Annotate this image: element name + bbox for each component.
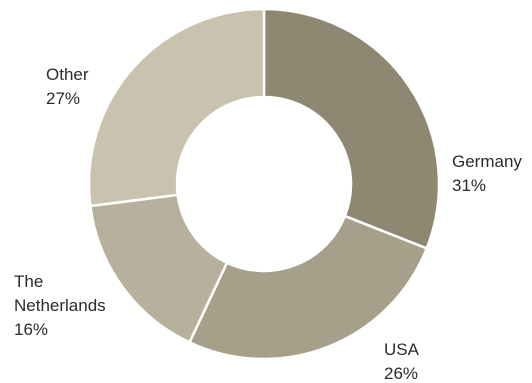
slice-name: Germany bbox=[452, 152, 522, 171]
slice-label-other: Other 27% bbox=[46, 65, 89, 108]
slice-label-germany: Germany 31% bbox=[452, 152, 522, 195]
slice-germany bbox=[262, 7, 441, 251]
chart-labels: Germany 31% USA 26% The Netherlands 16% Other 27… bbox=[14, 65, 522, 383]
slice-usa bbox=[187, 214, 429, 361]
slice-name: Other bbox=[46, 65, 89, 84]
slice-percent: 31% bbox=[452, 176, 486, 195]
chart-slices bbox=[87, 7, 441, 361]
slice-percent: 27% bbox=[46, 89, 80, 108]
slice-percent: 26% bbox=[384, 364, 418, 383]
slice-label-usa: USA 26% bbox=[384, 340, 420, 383]
slice-percent: 16% bbox=[14, 320, 48, 339]
slice-name: Netherlands bbox=[14, 296, 106, 315]
slice-label-the-netherlands: The Netherlands 16% bbox=[14, 272, 106, 339]
slice-name: The bbox=[14, 272, 43, 291]
slice-name: USA bbox=[384, 340, 420, 359]
slice-other bbox=[87, 7, 266, 208]
